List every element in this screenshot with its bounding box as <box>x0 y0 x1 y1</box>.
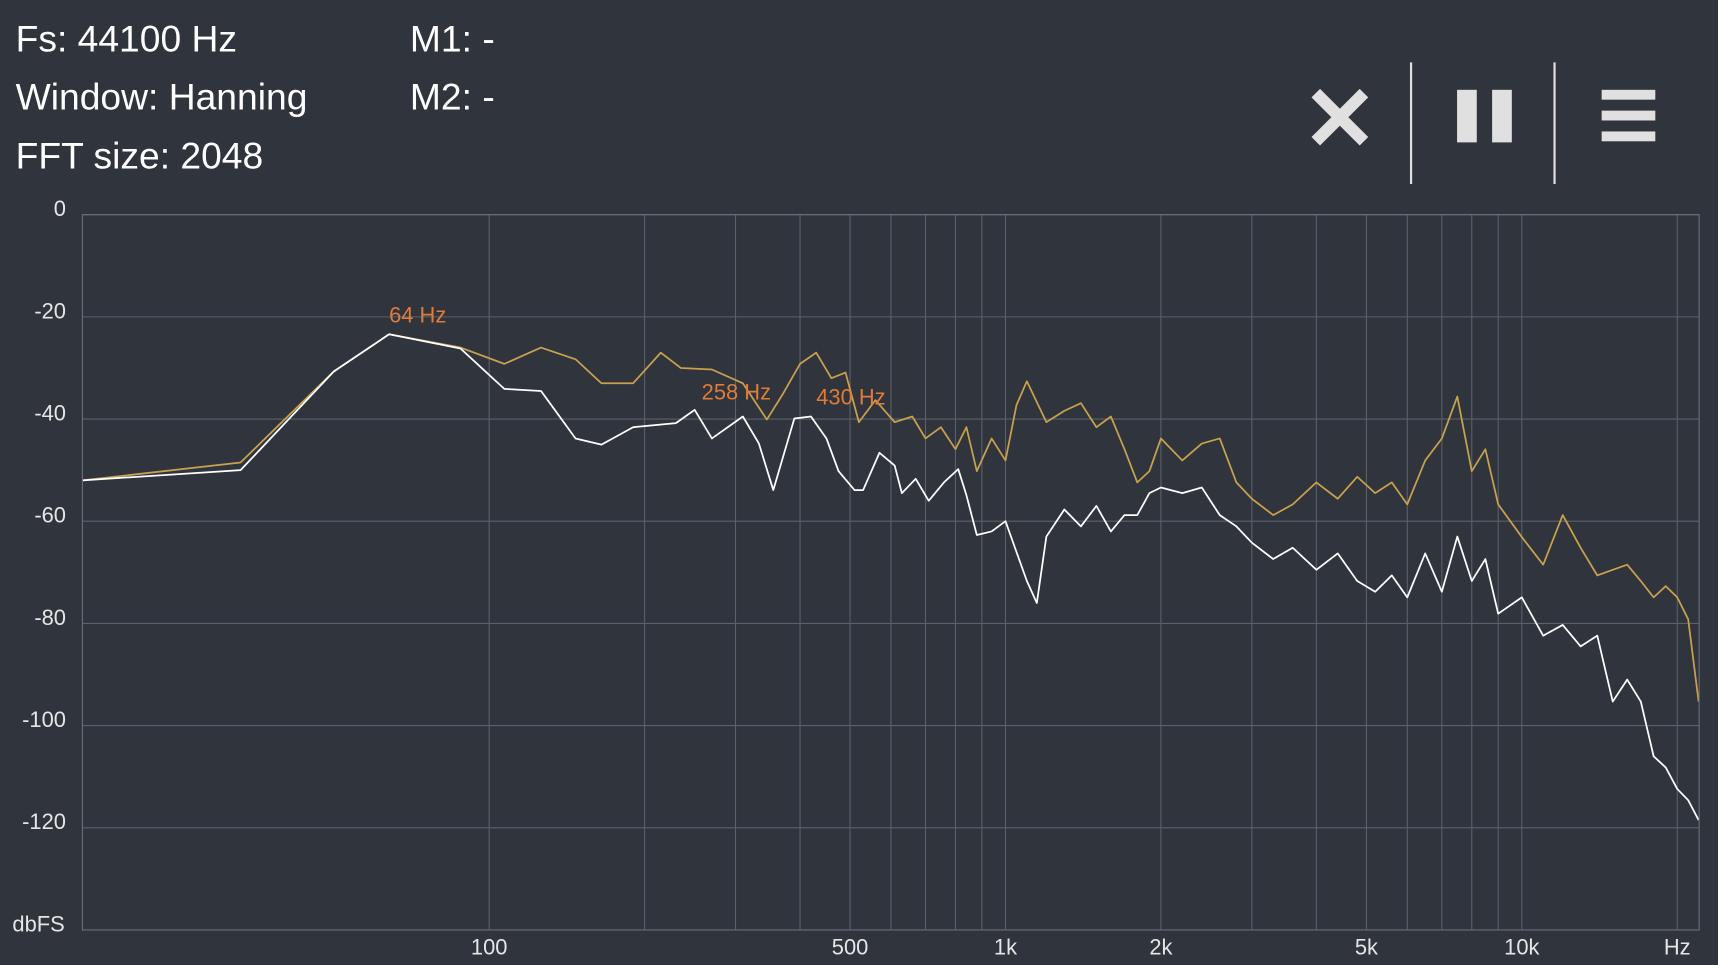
y-tick-label: -40 <box>34 400 66 425</box>
fft-size-label: FFT size: 2048 <box>16 135 264 177</box>
x-tick-label: 500 <box>832 934 869 959</box>
pause-button[interactable] <box>1457 89 1512 143</box>
x-tick-label: 10k <box>1504 934 1539 959</box>
close-button[interactable] <box>1311 88 1369 146</box>
peak-annotation: 430 Hz <box>816 384 885 409</box>
plot-frame <box>81 214 1700 931</box>
fs-label: Fs: 44100 Hz <box>16 17 237 59</box>
spectrum-line <box>82 333 1700 702</box>
window-label: Window: Hanning <box>16 76 308 118</box>
y-tick-label: -20 <box>34 298 66 323</box>
marker-1: M1: - <box>410 17 495 59</box>
menu-button[interactable] <box>1601 89 1656 142</box>
peak-annotation: 258 Hz <box>702 379 771 404</box>
y-tick-label: -120 <box>22 809 66 834</box>
x-tick-label: 100 <box>471 934 508 959</box>
x-tick-label: 1k <box>994 934 1017 959</box>
y-axis-label: dbFS <box>12 911 64 936</box>
spectrum-line <box>82 333 1700 821</box>
x-tick-label: Hz <box>1664 934 1691 959</box>
x-tick-label: 5k <box>1355 934 1378 959</box>
y-tick-label: -80 <box>34 605 66 630</box>
y-tick-label: 0 <box>54 196 66 221</box>
x-tick-label: 2k <box>1149 934 1172 959</box>
y-tick-label: -100 <box>22 707 66 732</box>
marker-2: M2: - <box>410 76 495 118</box>
y-tick-label: -60 <box>34 503 66 528</box>
peak-annotation: 64 Hz <box>389 303 446 328</box>
